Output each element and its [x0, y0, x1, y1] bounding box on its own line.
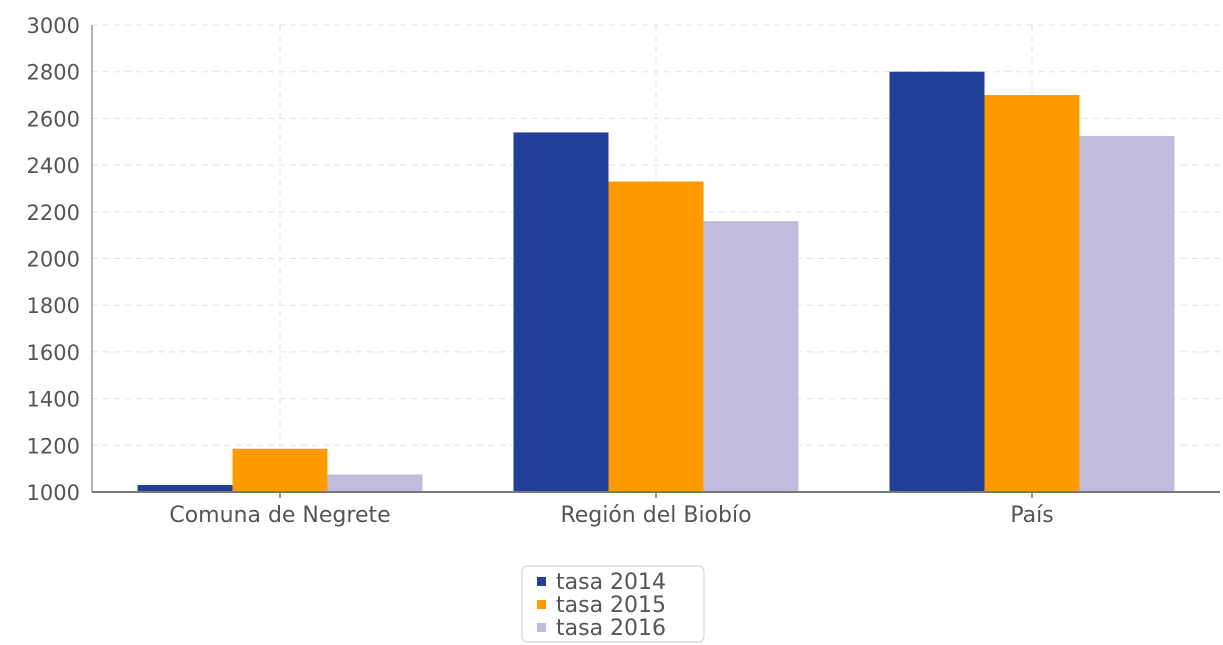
y-tick-label: 1000	[27, 481, 80, 505]
legend-label: tasa 2016	[556, 616, 666, 641]
legend-label: tasa 2014	[556, 570, 666, 595]
legend-label: tasa 2015	[556, 593, 666, 618]
legend-swatch	[537, 623, 546, 632]
legend-box	[521, 565, 705, 643]
bar	[327, 474, 423, 492]
y-tick-label: 2200	[27, 201, 80, 225]
y-tick-label: 2000	[27, 248, 80, 272]
y-tick-label: 1200	[27, 434, 80, 458]
y-axis-tick-labels: 1000 1200 1400 1600 1800 2000 2200 2400 2600 2800…	[27, 14, 80, 505]
bar	[984, 95, 1080, 493]
bar	[513, 132, 609, 492]
x-category-label: Región del Biobío	[560, 503, 751, 528]
y-tick-label: 2400	[27, 154, 80, 178]
bar	[889, 71, 985, 492]
y-tick-label: 3000	[27, 14, 80, 38]
bar	[232, 448, 328, 492]
legend-swatch	[537, 577, 546, 586]
y-tick-label: 2600	[27, 107, 80, 131]
legend-swatch	[537, 600, 546, 609]
y-tick-label: 2800	[27, 61, 80, 85]
bar	[608, 181, 704, 492]
y-tick-label: 1400	[27, 388, 80, 412]
y-tick-label: 1600	[27, 341, 80, 365]
x-category-label: Comuna de Negrete	[169, 503, 390, 528]
axes	[91, 25, 1220, 498]
x-axis-category-labels: Comuna de Negrete Región del Biobío País	[169, 503, 1053, 528]
bars	[137, 71, 1175, 493]
bar	[137, 484, 233, 492]
bar	[703, 221, 799, 492]
y-tick-label: 1800	[27, 294, 80, 318]
bar	[1079, 135, 1175, 492]
x-category-label: País	[1010, 503, 1053, 528]
